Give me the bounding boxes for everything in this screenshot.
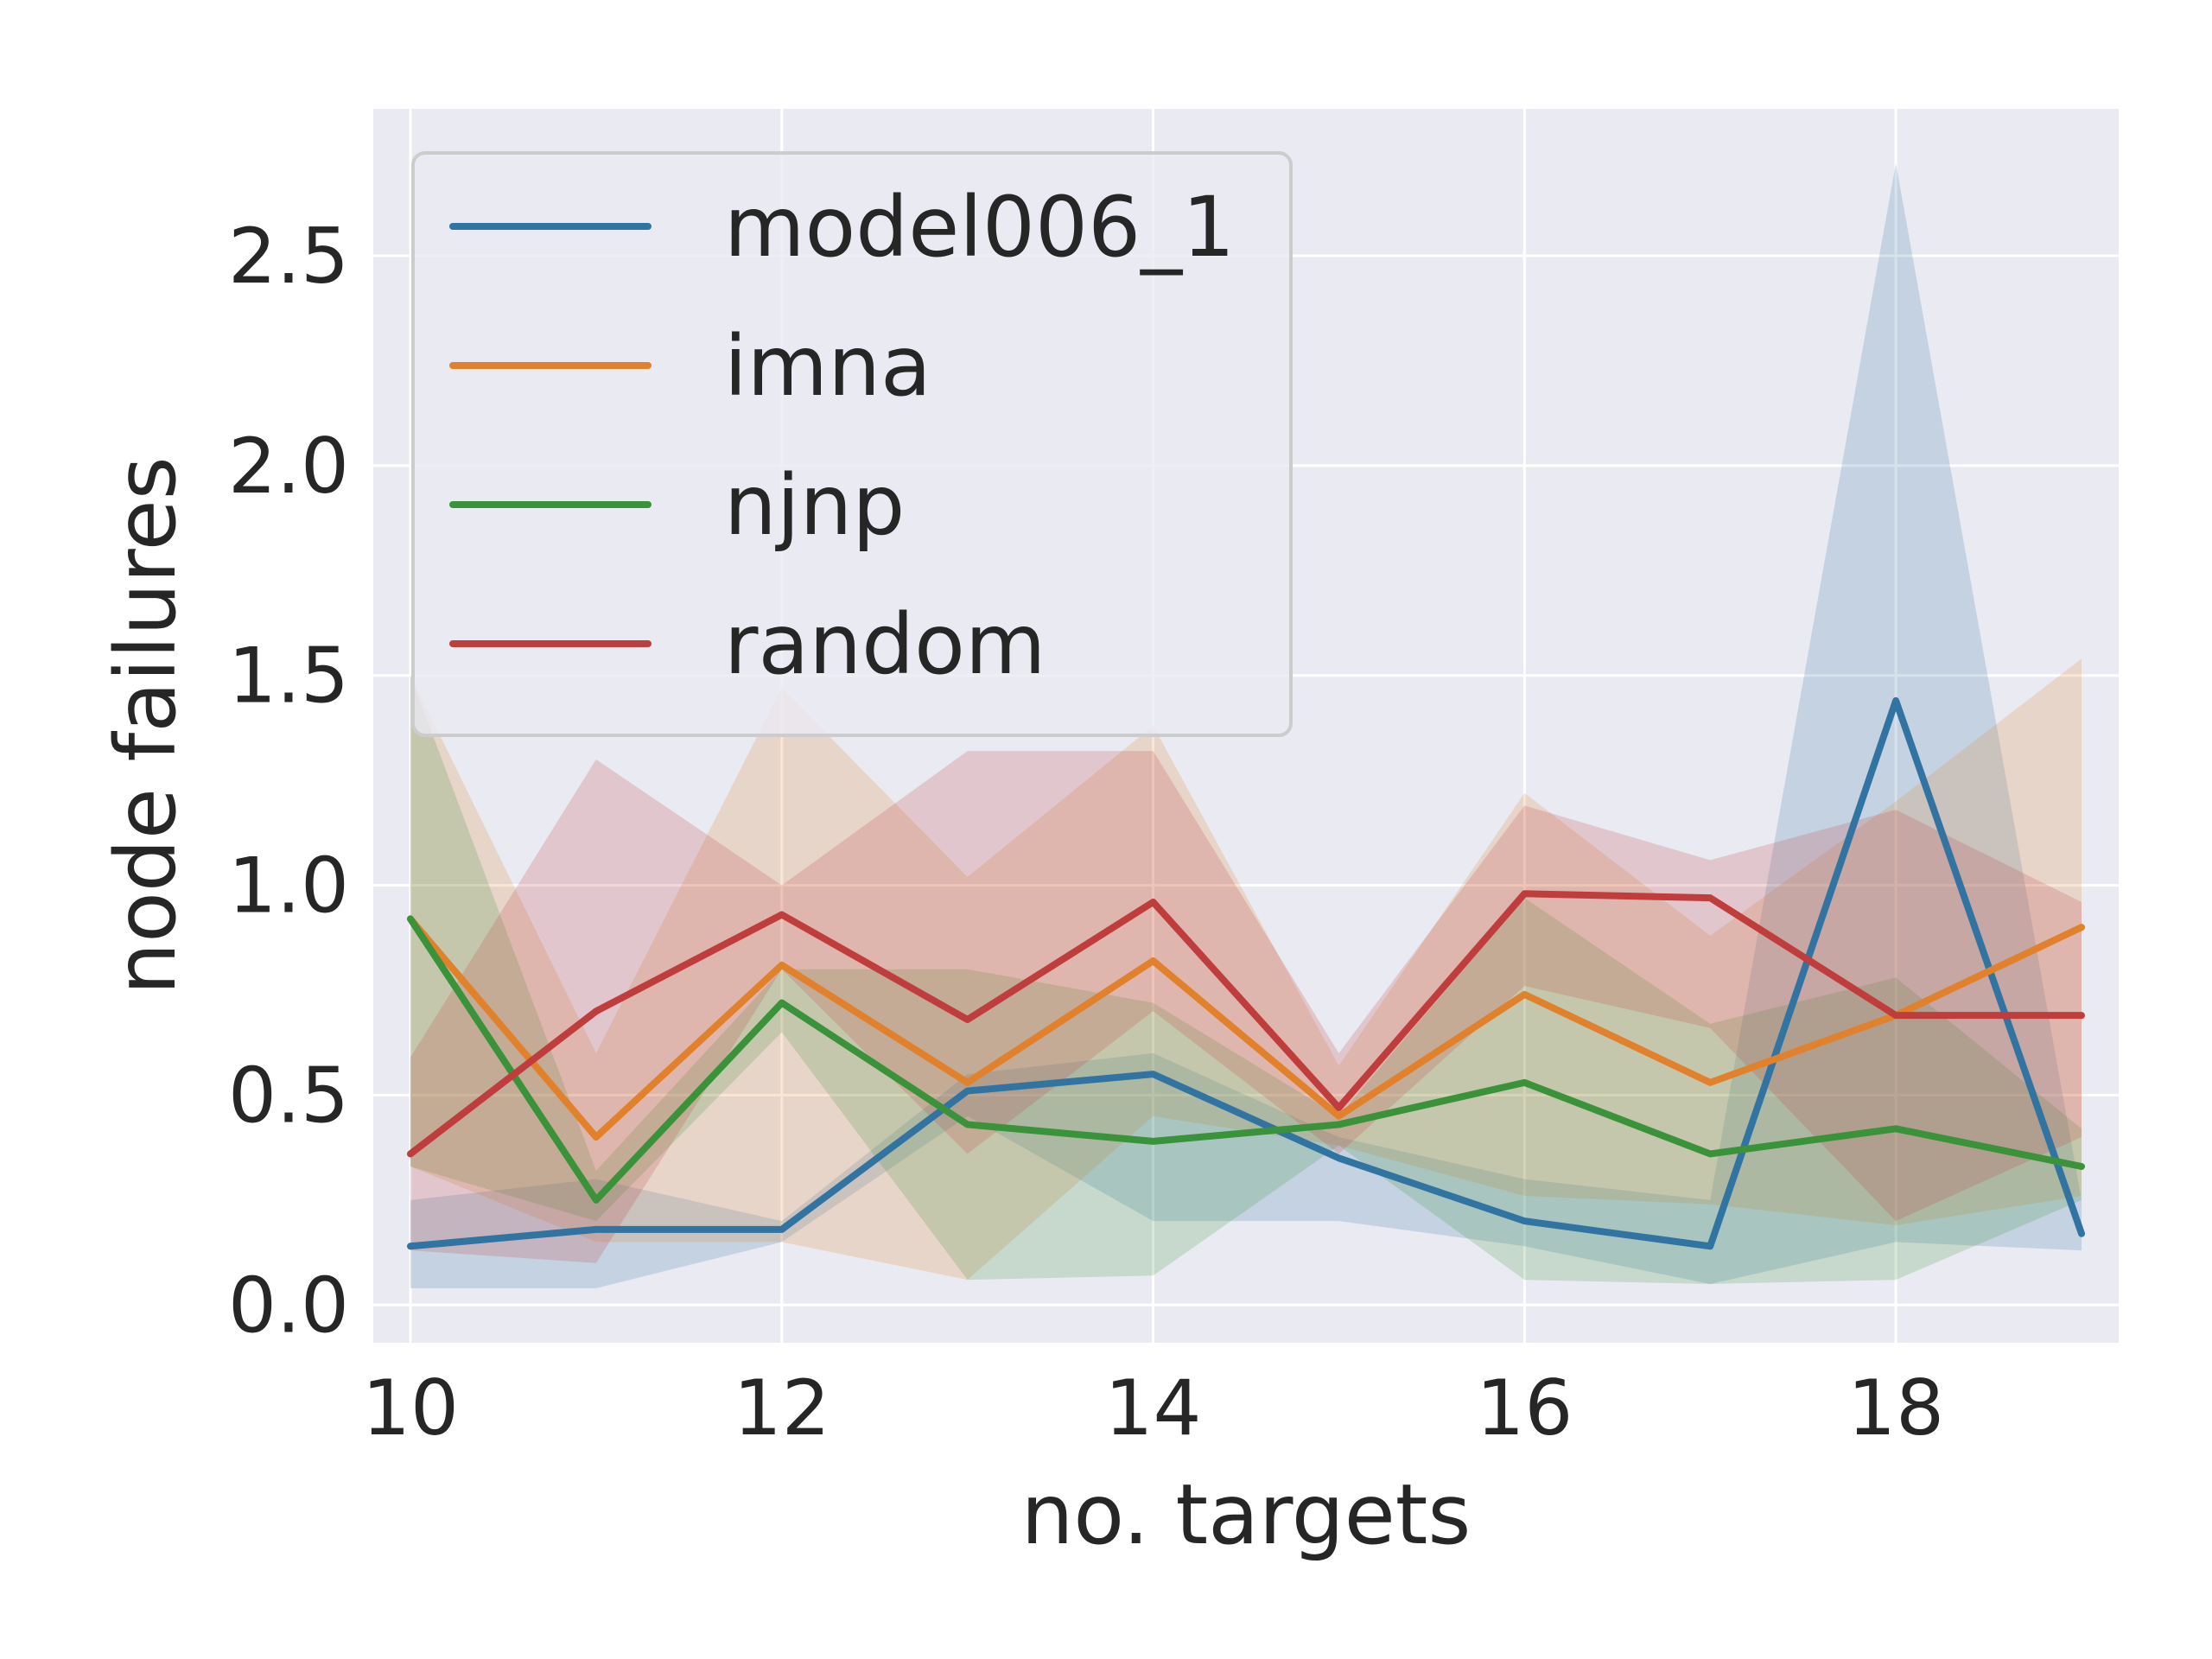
- y-axis-label: node failures: [98, 456, 194, 995]
- series-line-njnp: [406, 915, 2086, 1204]
- y-tick-label: 0.0: [228, 1261, 349, 1350]
- legend-label-njnp: njnp: [724, 457, 905, 554]
- y-tick-labels: 0.0 0.5 1.0 1.5 2.0 2.5: [228, 212, 349, 1350]
- series-line-imna: [406, 915, 2086, 1141]
- x-tick-label: 12: [734, 1363, 830, 1452]
- legend-label-random: random: [724, 596, 1046, 693]
- x-axis-label: no. targets: [1021, 1466, 1471, 1563]
- y-tick-label: 1.5: [228, 632, 349, 721]
- series-lines: [406, 696, 2086, 1250]
- legend-frame: [411, 151, 1293, 737]
- y-tick-label: 0.5: [228, 1051, 349, 1140]
- confidence-band-njnp: [410, 675, 2082, 1284]
- x-tick-label: 18: [1847, 1363, 1944, 1452]
- series-line-model006_1: [406, 696, 2086, 1250]
- x-tick-label: 16: [1476, 1363, 1573, 1452]
- confidence-band-imna: [410, 658, 2082, 1281]
- legend-label-imna: imna: [724, 318, 931, 415]
- x-tick-labels: 10 12 14 16 18: [362, 1363, 1944, 1452]
- y-tick-label: 2.5: [228, 212, 349, 301]
- y-tick-label: 1.0: [228, 842, 349, 931]
- y-tick-label: 2.0: [228, 422, 349, 511]
- legend-label-model006_1: model006_1: [724, 179, 1235, 276]
- x-tick-label: 14: [1105, 1363, 1202, 1452]
- x-tick-label: 10: [362, 1363, 459, 1452]
- confidence-band-model006_1: [410, 163, 2082, 1288]
- series-line-random: [406, 890, 2086, 1158]
